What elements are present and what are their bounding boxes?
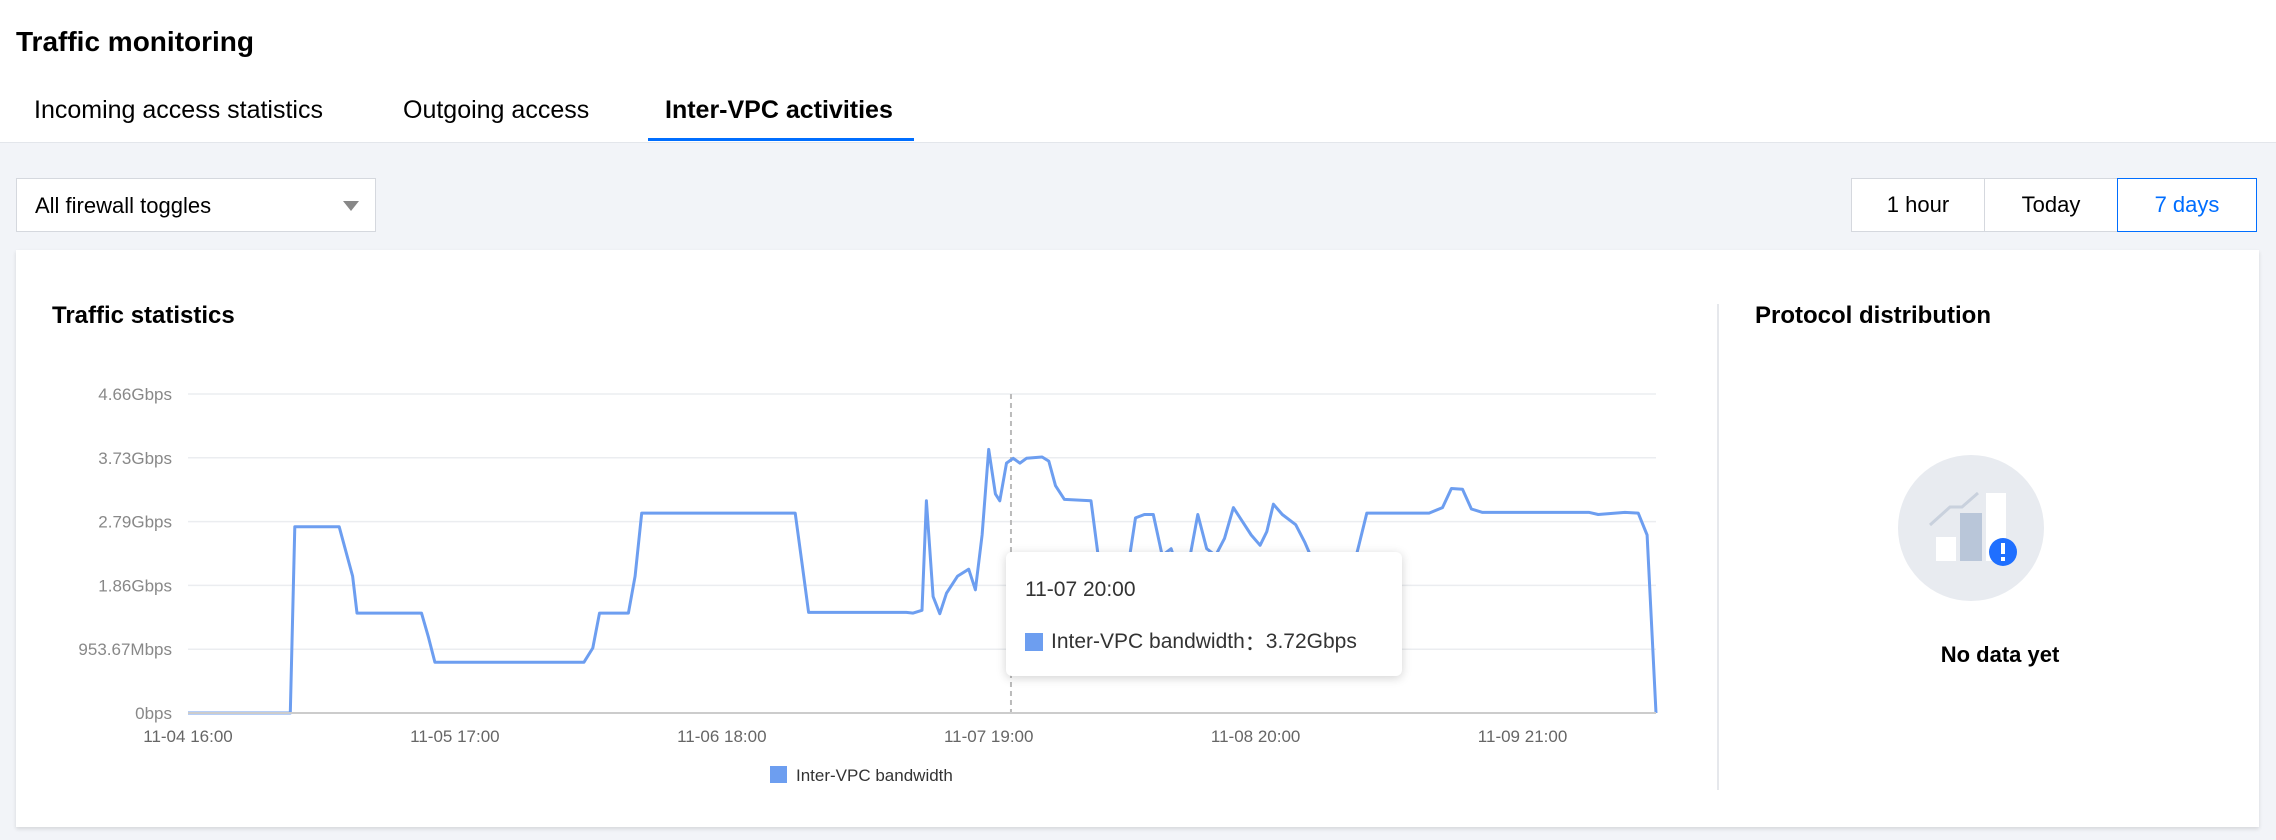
tooltip-separator: ： — [1244, 632, 1266, 655]
protocol-distribution-title: Protocol distribution — [1755, 302, 1991, 329]
tooltip-value: 3.72Gbps — [1265, 630, 1357, 653]
chevron-down-icon — [343, 201, 359, 211]
y-tick-label: 953.67Mbps — [78, 640, 172, 659]
x-tick-label: 11-06 18:00 — [677, 727, 766, 746]
range-7-days-button[interactable]: 7 days — [2117, 178, 2257, 232]
no-data-message: No data yet — [1940, 642, 2060, 667]
tab-inter-vpc[interactable]: Inter-VPC activities — [665, 96, 893, 124]
x-tick-label: 11-07 19:00 — [944, 727, 1033, 746]
page-header: Traffic monitoring Incoming access stati… — [0, 0, 2276, 143]
x-tick-label: 11-05 17:00 — [410, 727, 499, 746]
range-today-button[interactable]: Today — [1984, 178, 2118, 232]
stats-card: Traffic statistics 0bps 953.67Mbps 1.86Gbp… — [16, 250, 2259, 827]
traffic-statistics-title: Traffic statistics — [52, 302, 235, 329]
firewall-select-value: All firewall toggles — [35, 193, 212, 218]
page-title: Traffic monitoring — [16, 26, 254, 57]
tab-incoming-access[interactable]: Incoming access statistics — [34, 96, 323, 124]
active-tab-indicator — [648, 138, 914, 141]
y-tick-label: 0bps — [135, 704, 172, 723]
tab-outgoing-access[interactable]: Outgoing access — [403, 96, 590, 124]
tooltip-row: Inter-VPC bandwidth ： 3.72Gbps — [1025, 627, 1357, 657]
series-line-inter-vpc-bandwidth — [188, 447, 1658, 715]
x-tick-label: 11-04 16:00 — [143, 727, 232, 746]
firewall-select[interactable]: All firewall toggles — [16, 178, 376, 232]
tooltip-time: 11-07 20:00 — [1025, 578, 1136, 601]
x-tick-label: 11-08 20:00 — [1211, 727, 1300, 746]
y-tick-label: 3.73Gbps — [98, 449, 172, 468]
card-divider — [1717, 304, 1719, 790]
legend-label: Inter-VPC bandwidth — [796, 766, 953, 785]
y-tick-label: 1.86Gbps — [98, 576, 172, 595]
empty-chart-icon — [1898, 455, 2044, 601]
tooltip-swatch — [1025, 633, 1043, 651]
legend-swatch — [770, 766, 787, 783]
tooltip-series-name: Inter-VPC bandwidth — [1051, 630, 1245, 653]
traffic-chart: 0bps 953.67Mbps 1.86Gbps 2.79Gbps 3.73Gbps 4.… — [78, 385, 1658, 785]
range-1-hour-button[interactable]: 1 hour — [1851, 178, 1985, 232]
chart-tooltip: 11-07 20:00 Inter-VPC bandwidth ： 3.72Gb… — [1006, 552, 1402, 676]
x-tick-label: 11-09 21:00 — [1478, 727, 1567, 746]
chart-legend[interactable]: Inter-VPC bandwidth — [770, 766, 953, 785]
time-range-group: 1 hour Today 7 days — [1851, 178, 2257, 232]
y-tick-label: 2.79Gbps — [98, 513, 172, 532]
y-tick-label: 4.66Gbps — [98, 385, 172, 404]
